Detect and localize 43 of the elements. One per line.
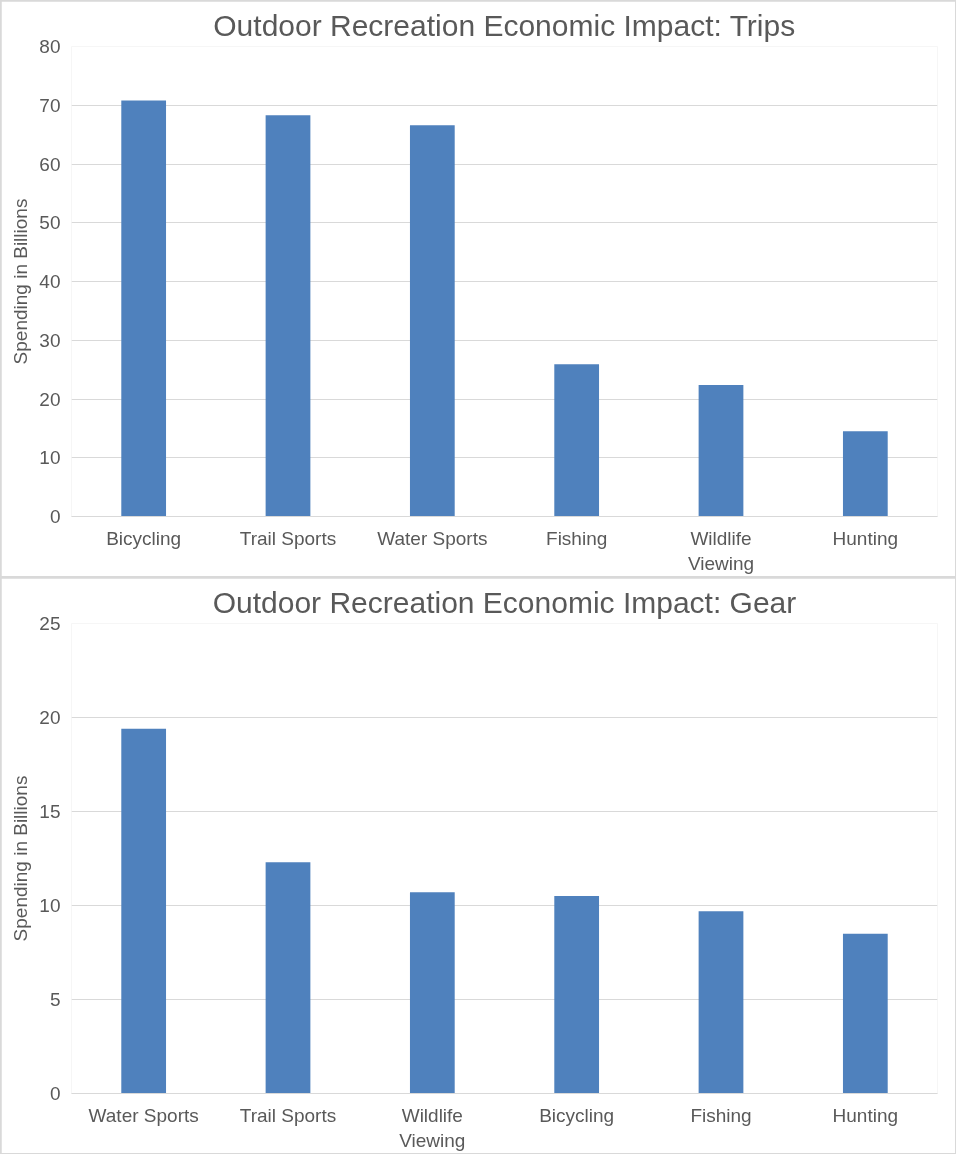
x-tick-label: Fishing [690, 1104, 752, 1126]
y-tick-label: 20 [39, 707, 61, 728]
y-tick-label: 70 [39, 94, 61, 116]
bar [265, 115, 311, 517]
x-tick-label: Hunting [832, 527, 899, 549]
y-tick-label: 10 [39, 895, 61, 916]
chart-title: Outdoor Recreation Economic Impact: Trips [213, 8, 796, 42]
x-tick-label: Bicycling [539, 1104, 615, 1126]
x-tick-label: Trail Sports [239, 527, 337, 549]
x-tick-label: Hunting [832, 1104, 899, 1126]
bar [121, 100, 167, 517]
chart-title: Outdoor Recreation Economic Impact: Gear [212, 585, 797, 619]
bar [554, 896, 600, 1094]
bar [554, 364, 600, 517]
x-tick-label: Bicycling [106, 527, 182, 549]
bar [409, 125, 455, 517]
x-tick-label: Fishing [546, 527, 608, 549]
x-tick-label: Trail Sports [239, 1104, 337, 1126]
y-tick-label: 0 [49, 1083, 61, 1104]
y-tick-label: 60 [39, 153, 61, 175]
bar [698, 384, 744, 517]
y-tick-label: 20 [39, 388, 61, 410]
y-tick-label: 5 [49, 989, 61, 1010]
bar [698, 911, 744, 1094]
y-axis-title: Spending in Billions [10, 198, 32, 365]
bar [409, 892, 455, 1094]
y-tick-label: 10 [39, 447, 61, 469]
y-tick-label: 25 [39, 613, 61, 634]
y-axis-title: Spending in Billions [10, 775, 32, 942]
y-tick-label: 15 [39, 801, 61, 822]
bar [842, 933, 888, 1094]
y-tick-label: 80 [39, 36, 61, 57]
x-tick-label: Water Sports [377, 527, 488, 549]
y-tick-label: 40 [39, 271, 61, 292]
y-tick-label: 0 [49, 506, 61, 527]
bar [121, 728, 167, 1094]
y-tick-label: 30 [39, 329, 61, 351]
x-tick-label: Wildlife Viewing [399, 1104, 466, 1151]
bar [842, 431, 888, 517]
x-tick-label: Wildlife Viewing [687, 527, 755, 574]
y-tick-label: 50 [39, 212, 61, 234]
x-tick-label: Water Sports [88, 1104, 199, 1126]
bar [265, 862, 311, 1094]
